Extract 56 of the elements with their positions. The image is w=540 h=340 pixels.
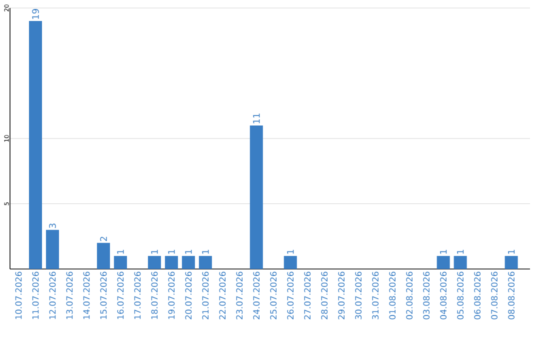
x-tick-label: 01.08.2026 bbox=[389, 272, 396, 320]
bar bbox=[504, 256, 518, 269]
x-tick-label: 04.08.2026 bbox=[440, 272, 447, 320]
x-tick-label: 21.07.2026 bbox=[202, 272, 209, 320]
x-tick-label: 28.07.2026 bbox=[321, 272, 328, 320]
data-label: 1 bbox=[440, 250, 447, 254]
x-tick-label: 06.08.2026 bbox=[474, 272, 481, 320]
x-tick-label: 07.08.2026 bbox=[491, 272, 498, 320]
x-tick-label: 23.07.2026 bbox=[236, 272, 243, 320]
x-tick-label: 30.07.2026 bbox=[355, 272, 362, 320]
x-tick-label: 08.08.2026 bbox=[508, 272, 515, 320]
x-tick-label: 27.07.2026 bbox=[304, 272, 311, 320]
bar bbox=[250, 125, 263, 269]
x-tick-label: 10.07.2026 bbox=[15, 272, 22, 319]
bar bbox=[284, 256, 297, 269]
x-tick-label: 19.07.2026 bbox=[168, 272, 175, 319]
bar bbox=[182, 256, 195, 269]
x-tick-label: 13.07.2026 bbox=[66, 272, 73, 319]
bar bbox=[114, 256, 127, 269]
x-tick-label: 12.07.2026 bbox=[49, 272, 56, 319]
bar bbox=[198, 256, 212, 269]
x-tick-label: 24.07.2026 bbox=[253, 272, 260, 320]
bar bbox=[164, 256, 178, 269]
x-tick-label: 29.07.2026 bbox=[338, 272, 345, 320]
x-tick-label: 03.08.2026 bbox=[423, 272, 430, 320]
data-label: 1 bbox=[202, 250, 209, 254]
data-label: 3 bbox=[49, 224, 56, 228]
bar bbox=[436, 256, 450, 269]
bar bbox=[454, 256, 467, 269]
x-tick-label: 25.07.2026 bbox=[270, 272, 277, 320]
data-label: 1 bbox=[168, 250, 175, 254]
data-label: 11 bbox=[253, 114, 260, 124]
bar bbox=[28, 21, 42, 269]
data-label: 2 bbox=[100, 236, 107, 242]
x-tick-label: 17.07.2026 bbox=[134, 272, 141, 319]
x-tick-label: 16.07.2026 bbox=[117, 272, 124, 319]
x-tick-label: 31.07.2026 bbox=[372, 272, 379, 320]
bar bbox=[96, 242, 110, 269]
data-label: 1 bbox=[185, 250, 192, 254]
data-label: 19 bbox=[32, 9, 39, 19]
data-label: 1 bbox=[287, 250, 294, 254]
data-label: 1 bbox=[457, 250, 464, 254]
x-tick-label: 22.07.2026 bbox=[219, 272, 226, 320]
data-label: 1 bbox=[117, 250, 124, 254]
x-tick-label: 20.07.2026 bbox=[185, 272, 192, 320]
x-tick-label: 11.07.2026 bbox=[32, 272, 39, 319]
x-tick-label: 15.07.2026 bbox=[100, 272, 107, 319]
x-tick-label: 18.07.2026 bbox=[151, 272, 158, 319]
x-tick-label: 05.08.2026 bbox=[457, 272, 464, 320]
bar bbox=[148, 256, 161, 269]
x-tick-label: 26.07.2026 bbox=[287, 272, 294, 320]
bar bbox=[46, 230, 59, 269]
data-label: 1 bbox=[508, 250, 515, 254]
data-label: 1 bbox=[151, 250, 158, 254]
x-tick-label: 02.08.2026 bbox=[406, 272, 413, 320]
x-tick-label: 14.07.2026 bbox=[83, 272, 90, 319]
